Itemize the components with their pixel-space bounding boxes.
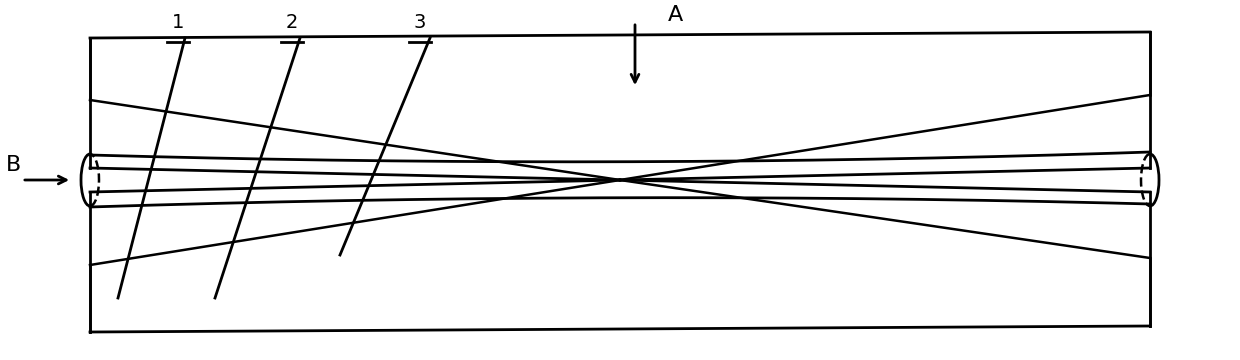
Text: 3: 3 bbox=[414, 13, 427, 31]
Text: B: B bbox=[6, 155, 21, 175]
Text: A: A bbox=[667, 5, 683, 25]
Text: 2: 2 bbox=[285, 13, 298, 31]
Text: 1: 1 bbox=[172, 13, 185, 31]
